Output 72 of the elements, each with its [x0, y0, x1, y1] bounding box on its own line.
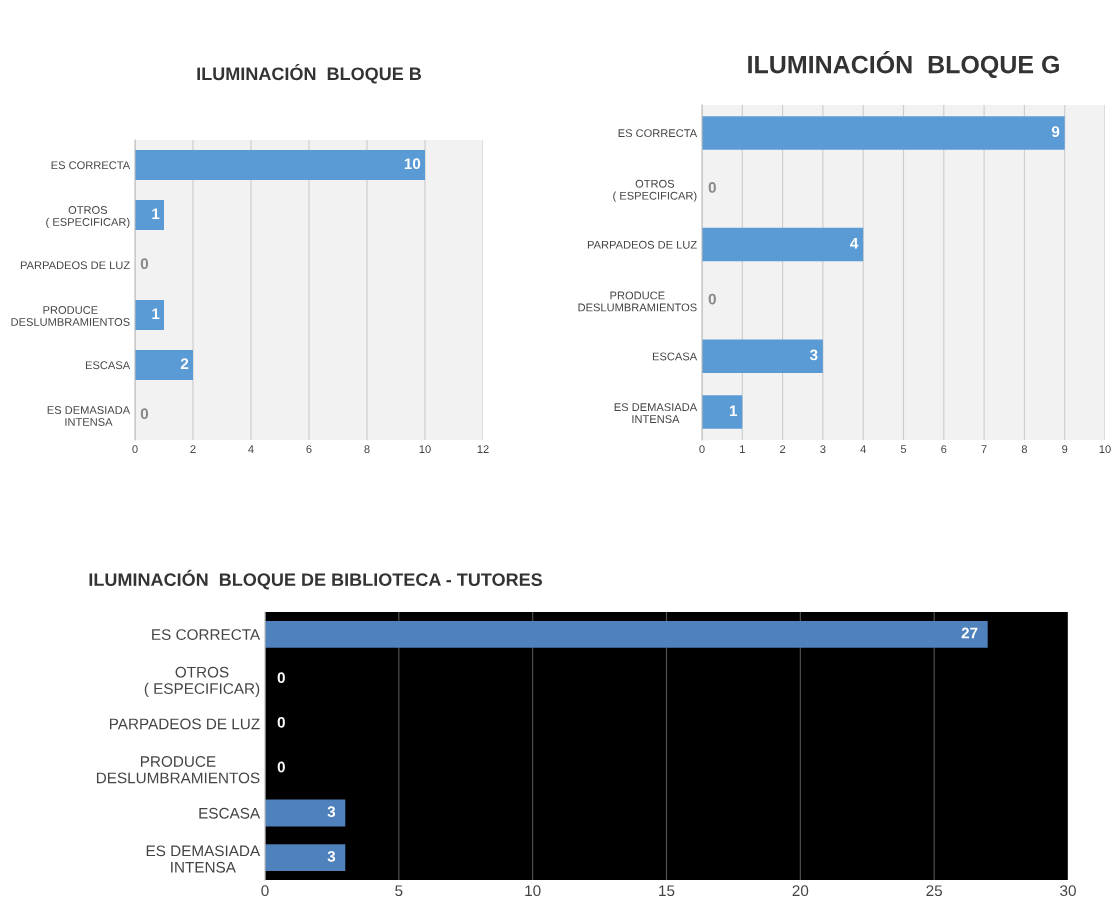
x-tick-label: 8: [364, 445, 370, 454]
y-tick-label: PARPADEOS DE LUZ: [587, 240, 697, 249]
data-label: 10: [404, 158, 421, 170]
data-label: 27: [961, 627, 978, 639]
data-label: 0: [708, 293, 716, 305]
x-tick-label: 10: [1099, 445, 1111, 454]
y-tick-label: ES CORRECTA: [618, 129, 698, 138]
data-label: 0: [140, 408, 149, 420]
x-tick-label: 0: [699, 445, 705, 454]
chart-title: ILUMINACIÓN BLOQUE B: [197, 64, 422, 84]
y-tick-label: PARPADEOS DE LUZ: [109, 718, 260, 730]
data-label: 2: [180, 358, 189, 369]
y-tick-label: ES CORRECTA: [152, 629, 261, 641]
y-tick-label: ESCASA: [85, 361, 131, 370]
x-tick-label: 2: [190, 445, 196, 453]
y-tick-label: ESCASA: [652, 352, 698, 361]
y-tick-label: PRODUCE DESLUMBRAMIENTOS: [578, 291, 697, 312]
chart-title: ILUMINACIÓN BLOQUE G: [748, 50, 1059, 79]
data-label: 3: [809, 349, 818, 361]
bar: [135, 300, 164, 330]
x-tick-label: 5: [395, 885, 403, 897]
x-tick-label: 7: [981, 445, 987, 453]
data-label: 1: [152, 308, 160, 319]
x-tick-label: 9: [1062, 445, 1068, 454]
data-label: 0: [277, 761, 285, 773]
bar: [702, 227, 864, 262]
y-tick-label: ES DEMASIADA INTENSA: [47, 406, 131, 426]
x-tick-label: 1: [740, 445, 745, 453]
data-label: 4: [850, 238, 859, 249]
data-label: 1: [729, 405, 738, 417]
bar: [135, 200, 164, 230]
bar: [135, 350, 193, 380]
x-tick-label: 4: [248, 445, 254, 453]
x-tick-label: 0: [261, 885, 269, 897]
data-label: 3: [327, 850, 336, 862]
bar: [702, 395, 743, 429]
data-label: 0: [140, 258, 149, 270]
y-tick-label: PRODUCE DESLUMBRAMIENTOS: [96, 756, 260, 784]
chart-title: ILUMINACIÓN BLOQUE DE BIBLIOTECA - TUTORES: [89, 569, 543, 590]
x-tick-label: 0: [132, 445, 138, 454]
x-tick-label: 8: [1021, 445, 1028, 454]
bar: [702, 339, 823, 373]
x-tick-label: 6: [306, 445, 312, 454]
x-tick-label: 2: [780, 445, 786, 453]
y-tick-label: PRODUCE DESLUMBRAMIENTOS: [11, 306, 130, 326]
y-tick-label: ES CORRECTA: [51, 161, 131, 170]
data-label: 1: [152, 208, 160, 219]
x-tick-label: 10: [419, 445, 431, 454]
x-tick-label: 10: [525, 885, 541, 897]
x-tick-label: 30: [1060, 885, 1076, 897]
y-tick-label: OTROS ( ESPECIFICAR): [144, 666, 260, 698]
x-tick-label: 12: [477, 445, 489, 453]
bar: [135, 150, 425, 180]
y-tick-label: OTROS ( ESPECIFICAR): [46, 206, 130, 229]
x-tick-label: 15: [659, 885, 675, 897]
y-tick-label: OTROS ( ESPECIFICAR): [613, 179, 697, 202]
y-tick-label: ES DEMASIADA INTENSA: [614, 403, 698, 424]
x-tick-label: 4: [860, 445, 866, 453]
y-tick-label: ES DEMASIADA INTENSA: [146, 845, 261, 873]
data-label: 0: [277, 672, 285, 684]
x-tick-label: 5: [900, 445, 907, 454]
x-tick-label: 25: [926, 885, 943, 897]
data-label: 3: [327, 806, 336, 818]
x-tick-label: 3: [820, 445, 826, 454]
x-tick-label: 6: [941, 445, 947, 454]
y-tick-label: ESCASA: [199, 807, 261, 819]
data-label: 9: [1051, 126, 1060, 138]
y-tick-label: PARPADEOS DE LUZ: [20, 261, 130, 270]
data-label: 0: [277, 716, 285, 728]
x-tick-label: 20: [792, 885, 809, 897]
bar: [702, 116, 1065, 150]
data-label: 0: [708, 182, 716, 193]
